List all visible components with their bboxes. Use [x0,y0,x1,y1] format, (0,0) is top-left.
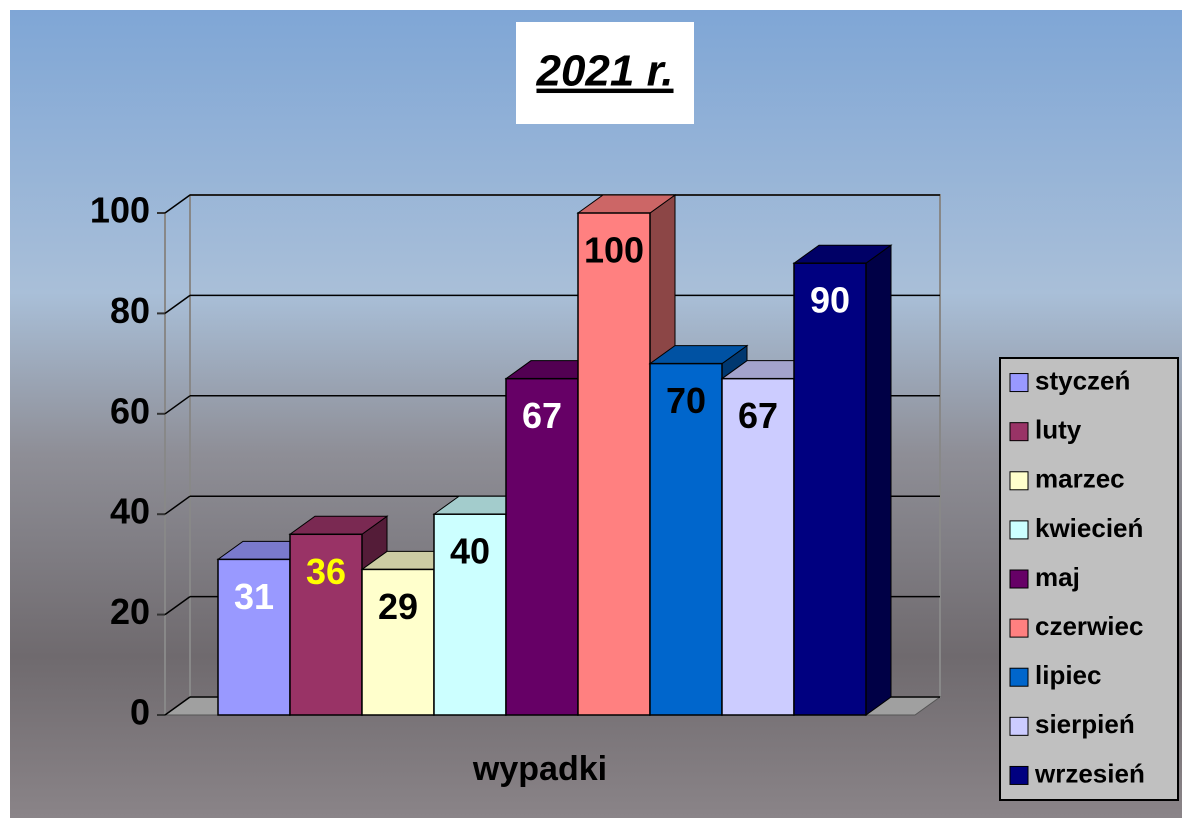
legend-label: maj [1035,562,1080,592]
legend-label: luty [1035,415,1082,445]
legend-label: marzec [1035,464,1125,494]
value-label: 67 [738,395,778,436]
bar [578,213,650,715]
legend-swatch [1010,374,1028,392]
legend-label: sierpień [1035,709,1135,739]
value-label: 70 [666,380,706,421]
value-label: 67 [522,395,562,436]
chart-title: 2021 r. [535,47,673,96]
y-tick-label: 20 [110,591,150,632]
value-label: 40 [450,531,490,572]
value-label: 36 [306,551,346,592]
legend-swatch [1010,423,1028,441]
value-label: 90 [810,280,850,321]
x-tick-label: wypadki [472,750,607,788]
y-tick-label: 40 [110,491,150,532]
legend-swatch [1010,619,1028,637]
y-tick-label: 100 [90,190,150,231]
legend-label: kwiecień [1035,513,1143,543]
legend-label: lipiec [1035,660,1101,690]
legend-swatch [1010,570,1028,588]
legend-label: czerwiec [1035,611,1143,641]
y-tick-label: 80 [110,290,150,331]
bar [794,263,866,715]
value-label: 31 [234,576,274,617]
legend-swatch [1010,521,1028,539]
value-label: 29 [378,586,418,627]
legend-swatch [1010,766,1028,784]
y-tick-label: 0 [130,692,150,733]
bar-side [866,245,891,715]
y-tick-label: 60 [110,390,150,431]
legend-label: styczeń [1035,365,1130,395]
chart: 2021 r. 0 20 40 60 80 100 31 36 29 40 67 100 70 67 90 w… [0,0,1190,823]
legend-swatch [1010,717,1028,735]
legend-swatch [1010,472,1028,490]
value-label: 100 [584,230,644,271]
legend-label: wrzesień [1034,758,1145,788]
legend-swatch [1010,668,1028,686]
